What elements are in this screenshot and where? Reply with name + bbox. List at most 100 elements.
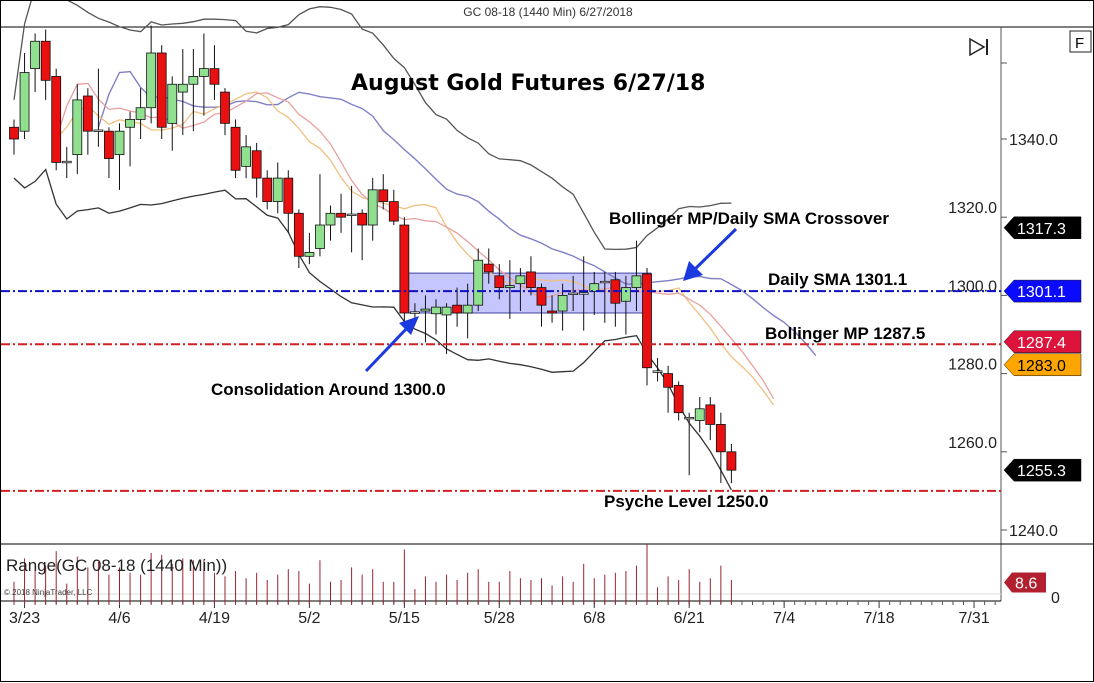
candle-body xyxy=(367,189,378,226)
candle-body xyxy=(241,146,252,167)
candle xyxy=(293,209,304,269)
candle-body xyxy=(93,129,104,132)
candle xyxy=(684,412,695,476)
y-tick-label: 1280.0 xyxy=(948,357,997,374)
y-tick-label: 1340.0 xyxy=(1009,132,1058,149)
x-tick-label: 7/31 xyxy=(958,610,989,627)
candle xyxy=(177,49,188,136)
f-button[interactable]: F xyxy=(1069,30,1092,53)
window-title: GC 08-18 (1440 Min) 6/27/2018 xyxy=(463,5,633,19)
x-tick-label: 6/8 xyxy=(583,610,605,627)
candle-body xyxy=(494,275,505,288)
candle xyxy=(283,170,294,233)
candle-body xyxy=(568,292,579,295)
range-value-label: 8.6 xyxy=(1015,576,1037,593)
y-tick-label: 1240.0 xyxy=(1009,523,1058,540)
candle xyxy=(357,209,368,261)
chart-title: August Gold Futures 6/27/18 xyxy=(351,71,705,96)
candle-body xyxy=(272,177,283,202)
candle-body xyxy=(315,224,325,249)
candle-body xyxy=(51,76,62,163)
candle xyxy=(325,205,336,241)
copyright: © 2018 NinjaTrader, LLC xyxy=(4,588,93,597)
candle-body xyxy=(188,76,199,85)
candle-body xyxy=(705,404,716,425)
candle-body xyxy=(262,177,273,202)
candle xyxy=(399,217,410,323)
candle xyxy=(420,295,431,343)
candle-body xyxy=(220,91,230,124)
candle xyxy=(568,275,579,312)
candle-body xyxy=(198,68,209,77)
candle xyxy=(114,123,125,190)
candle xyxy=(694,397,705,433)
candle xyxy=(663,365,673,413)
candle-body xyxy=(325,212,336,226)
candle xyxy=(220,88,230,136)
price-tag-label: 1287.4 xyxy=(1017,335,1066,352)
candle xyxy=(198,33,209,116)
candle xyxy=(431,299,441,335)
candle-body xyxy=(578,292,589,295)
candle xyxy=(82,88,93,155)
candle xyxy=(61,146,72,179)
candle-body xyxy=(557,294,568,312)
candle-body xyxy=(726,451,737,471)
price-tag-label: 1317.3 xyxy=(1017,221,1066,238)
candle-body xyxy=(61,160,72,164)
candle-body xyxy=(473,259,484,306)
arrow-consolidation xyxy=(364,324,411,373)
candle-body xyxy=(621,287,631,302)
candle xyxy=(40,29,51,100)
candle xyxy=(578,256,589,331)
candle-body xyxy=(146,52,157,109)
candle xyxy=(515,268,526,312)
annotation-daily-sma: Daily SMA 1301.1 xyxy=(768,270,907,289)
candle-body xyxy=(694,408,705,421)
svg-text:F: F xyxy=(1075,35,1084,52)
candle xyxy=(241,135,252,179)
candle-body xyxy=(209,68,220,85)
candle xyxy=(346,185,357,253)
price-tag-label: 1255.3 xyxy=(1017,463,1066,480)
candle xyxy=(9,119,19,155)
x-tick-label: 5/28 xyxy=(484,610,515,627)
price-tag xyxy=(1003,279,1082,303)
skip-to-end-icon[interactable] xyxy=(969,37,988,57)
candle-body xyxy=(409,311,420,314)
x-tick-label: 7/4 xyxy=(773,610,795,627)
candle-body xyxy=(431,306,441,315)
price-tag-label: 1283.0 xyxy=(1017,358,1066,375)
range-value-tag xyxy=(1004,572,1046,593)
candle-body xyxy=(684,416,695,420)
candle xyxy=(135,88,146,139)
candle-body xyxy=(135,107,146,120)
candle xyxy=(315,174,325,257)
candle xyxy=(72,84,83,175)
candle-body xyxy=(452,304,463,314)
candle xyxy=(378,174,389,210)
candle xyxy=(599,271,610,323)
candle-body xyxy=(652,370,663,373)
candle-body xyxy=(388,201,399,222)
candle xyxy=(367,178,378,241)
candle xyxy=(251,142,262,198)
candle xyxy=(526,256,536,296)
candle xyxy=(104,127,114,179)
candle xyxy=(125,111,135,167)
x-tick-label: 7/18 xyxy=(864,610,895,627)
x-tick-label: 4/19 xyxy=(199,610,230,627)
candle xyxy=(19,52,30,139)
candle xyxy=(209,45,220,100)
candle-body xyxy=(336,212,346,218)
candle-body xyxy=(346,213,357,216)
candle-body xyxy=(715,424,726,453)
candle xyxy=(262,170,273,210)
candle-body xyxy=(304,251,315,257)
candle xyxy=(547,295,557,323)
candle xyxy=(631,240,642,312)
candle-body xyxy=(631,275,642,288)
x-tick-label: 4/6 xyxy=(108,610,130,627)
